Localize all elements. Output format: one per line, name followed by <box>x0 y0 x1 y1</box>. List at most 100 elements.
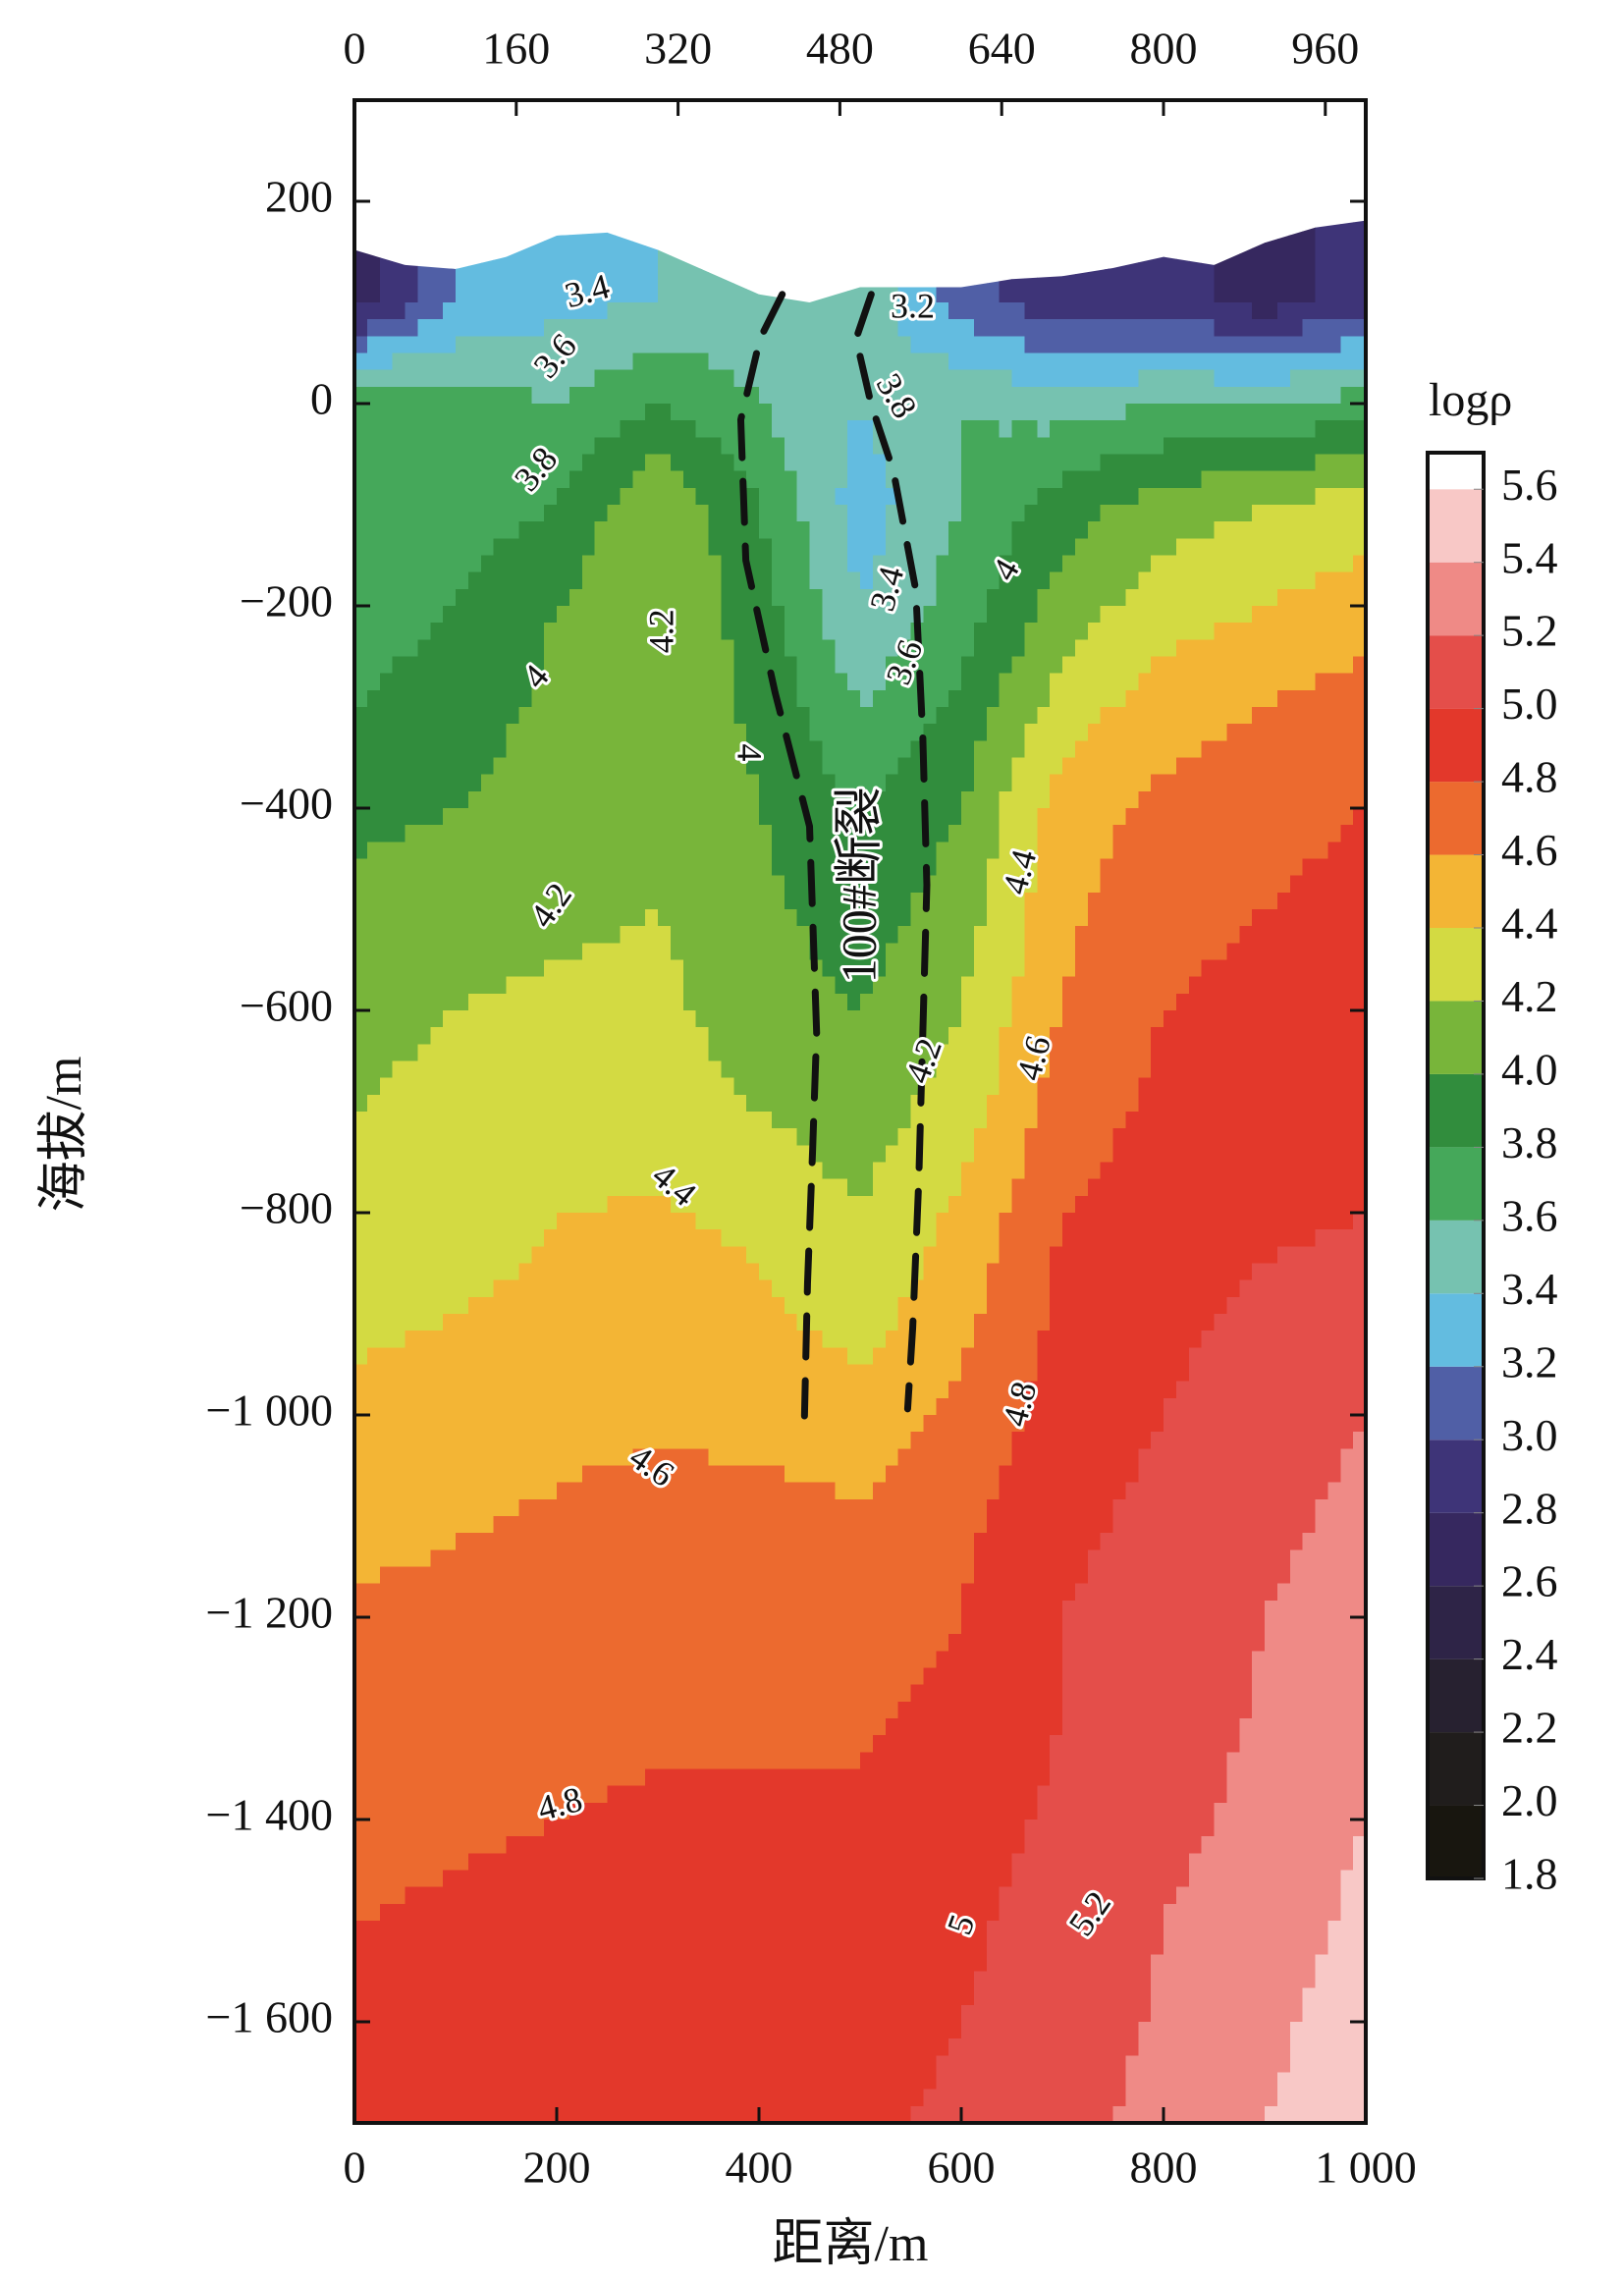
contour-cell <box>581 487 596 506</box>
contour-cell <box>392 909 406 927</box>
contour-cell <box>1138 707 1152 725</box>
contour-cell <box>923 1044 937 1062</box>
contour-cell <box>1201 538 1216 557</box>
contour-cell <box>1024 858 1038 877</box>
contour-cell <box>581 521 596 539</box>
contour-cell <box>708 623 722 640</box>
contour-cell <box>822 1044 836 1062</box>
contour-cell <box>670 420 684 438</box>
contour-cell <box>682 639 697 658</box>
contour-cell <box>493 926 508 944</box>
contour-cell <box>1265 404 1278 421</box>
contour-cell <box>620 1162 633 1180</box>
contour-cell <box>784 790 798 809</box>
contour-cell <box>456 858 469 877</box>
contour-cell <box>682 353 697 371</box>
contour-cell <box>607 808 621 826</box>
contour-cell <box>645 571 659 590</box>
contour-cell <box>1188 319 1203 337</box>
contour-cell <box>708 993 722 1011</box>
contour-cell <box>948 1162 962 1180</box>
contour-cell <box>1125 521 1139 539</box>
contour-cell <box>1289 673 1304 691</box>
contour-cell <box>658 1279 672 1298</box>
contour-cell <box>354 1195 368 1214</box>
contour-cell <box>544 1077 558 1096</box>
contour-cell <box>1276 707 1291 725</box>
contour-cell <box>568 538 583 557</box>
contour-cell <box>670 369 684 388</box>
contour-cell <box>746 521 760 539</box>
contour-cell <box>1353 470 1366 489</box>
contour-cell <box>708 319 722 337</box>
contour-cell <box>568 909 583 927</box>
contour-cell <box>733 757 747 776</box>
contour-cell <box>847 639 861 658</box>
contour-cell <box>999 454 1013 472</box>
contour-cell <box>1011 740 1025 759</box>
contour-cell <box>1151 892 1164 910</box>
contour-cell <box>1353 909 1366 927</box>
contour-cell <box>733 858 747 877</box>
contour-cell <box>568 926 583 944</box>
contour-cell <box>392 437 406 456</box>
contour-cell <box>1276 1060 1291 1079</box>
contour-cell <box>708 639 722 658</box>
contour-cell <box>835 689 848 708</box>
contour-cell <box>568 1229 583 1247</box>
contour-cell <box>379 1010 394 1028</box>
contour-cell <box>1239 404 1253 421</box>
contour-cell <box>354 909 368 927</box>
contour-cell <box>708 875 722 894</box>
contour-cell <box>1037 336 1051 354</box>
contour-cell <box>392 386 406 405</box>
contour-cell <box>531 1094 545 1113</box>
contour-cell <box>796 993 811 1011</box>
contour-cell <box>456 336 469 354</box>
contour-cell <box>1302 790 1317 809</box>
contour-cell <box>733 943 747 961</box>
contour-cell <box>1340 235 1354 270</box>
contour-cell <box>645 707 659 725</box>
contour-cell <box>1239 571 1253 590</box>
contour-cell <box>695 707 710 725</box>
contour-cell <box>1289 369 1304 388</box>
contour-cell <box>430 790 444 809</box>
contour-cell <box>910 505 924 522</box>
contour-cell <box>708 1263 722 1281</box>
contour-cell <box>1302 740 1317 759</box>
contour-cell <box>581 1010 596 1028</box>
contour-cell <box>1327 404 1341 421</box>
contour-cell <box>405 976 418 995</box>
contour-cell <box>531 168 544 202</box>
contour-cell <box>392 639 406 658</box>
contour-cell <box>708 943 722 961</box>
contour-cell <box>1201 623 1216 640</box>
contour-cell <box>1164 606 1177 624</box>
contour-cell <box>936 724 949 741</box>
contour-cell <box>1189 100 1202 135</box>
contour-cell <box>910 1044 924 1062</box>
contour-cell <box>417 538 431 557</box>
contour-cell <box>860 100 873 135</box>
contour-cell <box>379 336 394 354</box>
contour-cell <box>860 673 874 691</box>
contour-cell <box>822 959 836 978</box>
contour-cell <box>531 724 545 741</box>
contour-cell <box>366 892 381 910</box>
contour-cell <box>405 1044 418 1062</box>
contour-cell <box>632 1094 646 1113</box>
contour-cell <box>733 1112 747 1129</box>
contour-cell <box>1327 1044 1341 1062</box>
contour-cell <box>847 437 861 456</box>
contour-cell <box>480 639 495 658</box>
contour-cell <box>809 808 823 826</box>
contour-cell <box>1353 1027 1366 1045</box>
contour-cell <box>1011 319 1025 337</box>
contour-cell <box>1252 538 1266 557</box>
contour-cell <box>1315 437 1328 456</box>
contour-cell <box>682 892 697 910</box>
contour-cell <box>872 774 887 792</box>
contour-cell <box>987 100 1000 135</box>
contour-cell <box>518 740 532 759</box>
